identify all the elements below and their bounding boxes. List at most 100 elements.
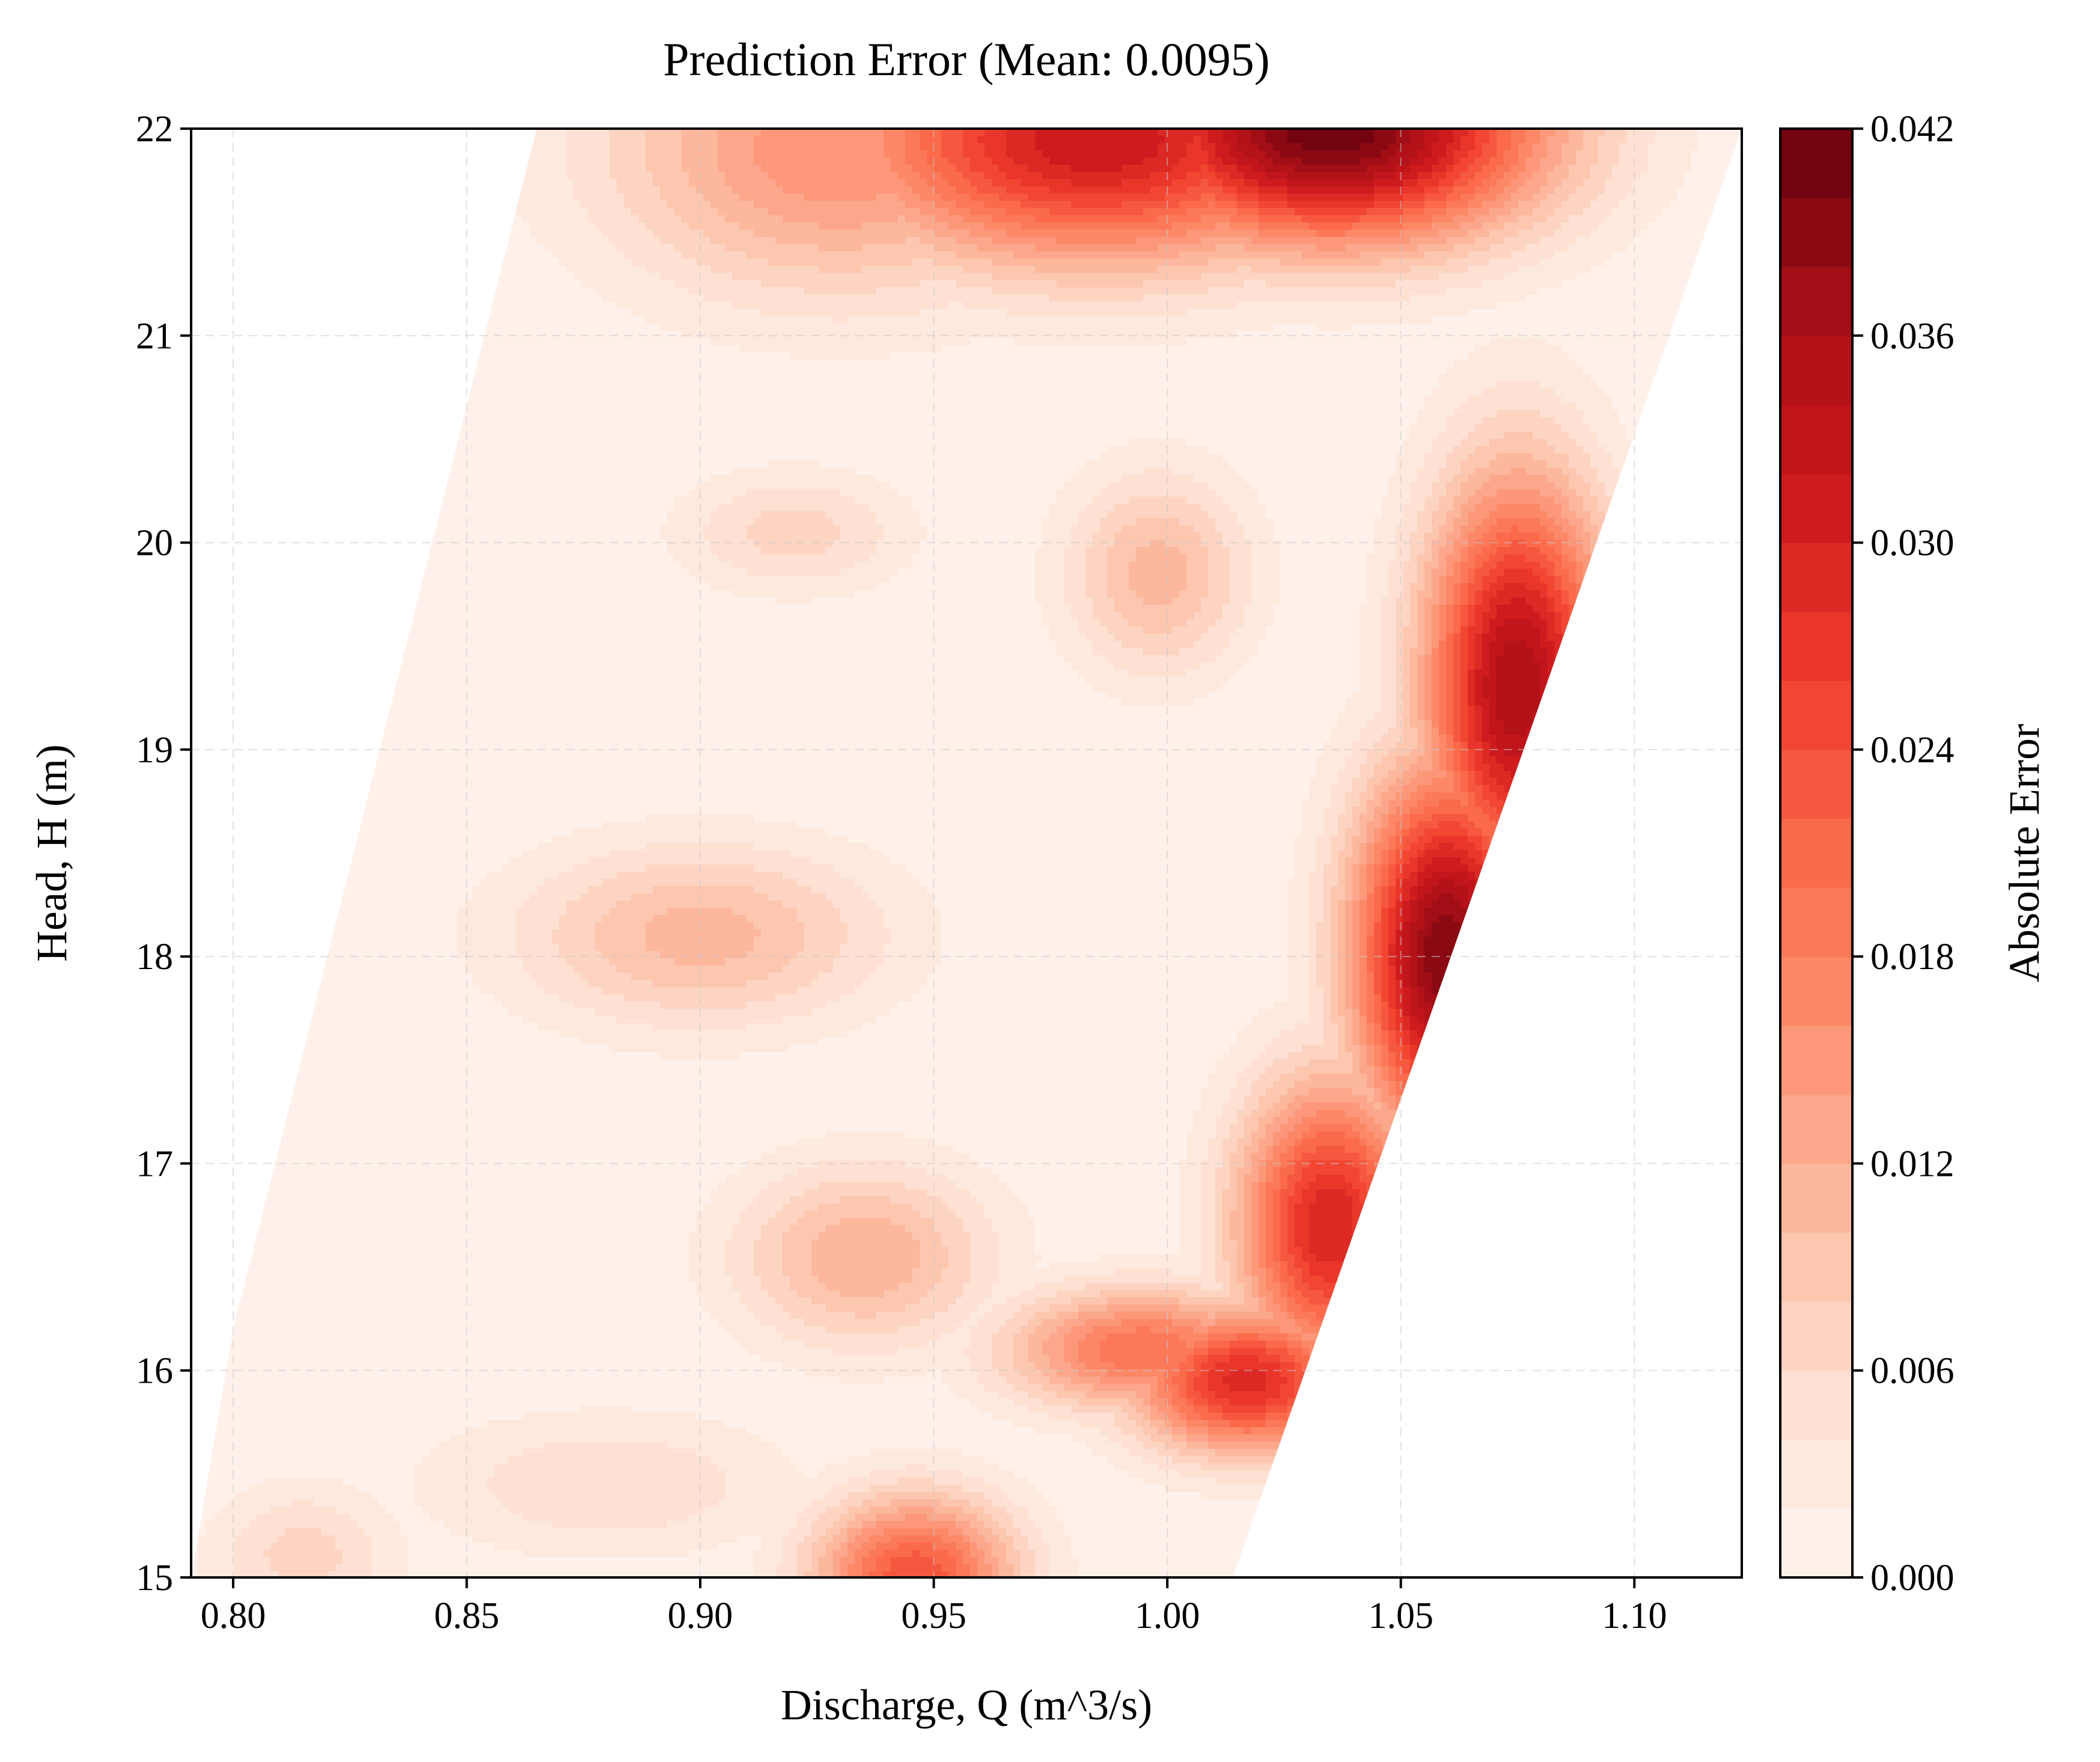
error-cell <box>357 1297 365 1305</box>
error-cell <box>314 1470 322 1478</box>
error-cell <box>335 951 343 959</box>
error-cell <box>335 1276 343 1283</box>
error-cell <box>263 1341 271 1348</box>
error-cell <box>343 1528 350 1536</box>
error-cell <box>314 1333 322 1341</box>
error-cell <box>263 1398 271 1406</box>
error-cell <box>307 1499 314 1507</box>
error-cell <box>198 1550 206 1558</box>
error-cell <box>227 1406 235 1413</box>
error-cell <box>292 1384 300 1392</box>
error-cell <box>314 1124 322 1132</box>
error-cell <box>350 901 358 908</box>
error-cell <box>343 1312 350 1320</box>
error-cell <box>364 814 372 822</box>
error-cell <box>314 1160 322 1168</box>
error-cell <box>299 1521 307 1529</box>
error-cell <box>350 1535 358 1543</box>
error-cell <box>335 922 343 930</box>
error-cell <box>343 1341 350 1348</box>
error-cell <box>227 1449 235 1457</box>
error-cell <box>335 1312 343 1320</box>
error-cell <box>314 1131 322 1139</box>
error-cell <box>263 1499 271 1507</box>
error-cell <box>364 1211 372 1219</box>
error-cell <box>307 1167 314 1175</box>
error-cell <box>270 1333 278 1341</box>
error-cell <box>270 1391 278 1399</box>
error-cell <box>307 1110 314 1118</box>
error-cell <box>292 1283 300 1291</box>
error-cell <box>299 1247 307 1255</box>
error-cell <box>278 1240 285 1247</box>
error-cell <box>335 1463 343 1471</box>
error-cell <box>343 980 350 988</box>
error-cell <box>307 1074 314 1081</box>
error-cell <box>343 1232 350 1240</box>
error-cell <box>249 1521 257 1529</box>
error-cell <box>314 1341 322 1348</box>
error-cell <box>278 1341 285 1348</box>
error-cell <box>350 1002 358 1009</box>
error-cell <box>343 1204 350 1211</box>
error-cell <box>357 922 365 930</box>
error-cell <box>343 1095 350 1103</box>
error-cell <box>256 1571 264 1577</box>
error-cell <box>328 1305 336 1312</box>
error-cell <box>364 1225 372 1233</box>
error-cell <box>357 1499 365 1507</box>
error-cell <box>292 1348 300 1356</box>
error-cell <box>328 1225 336 1233</box>
error-cell <box>364 1131 372 1139</box>
error-cell <box>242 1290 249 1298</box>
error-cell <box>292 1420 300 1428</box>
error-cell <box>364 886 372 894</box>
error-cell <box>350 1305 358 1312</box>
error-cell <box>270 1268 278 1276</box>
error-cell <box>278 1442 285 1449</box>
error-cell <box>256 1391 264 1399</box>
error-cell <box>220 1492 228 1500</box>
error-cell <box>364 1038 372 1045</box>
error-cell <box>335 1492 343 1500</box>
error-cell <box>285 1391 293 1399</box>
error-cell <box>364 1146 372 1154</box>
error-cell <box>307 1377 314 1384</box>
error-cell <box>220 1550 228 1558</box>
error-cell <box>278 1377 285 1384</box>
error-cell <box>328 1059 336 1067</box>
error-cell <box>292 1175 300 1182</box>
error-cell <box>357 1406 365 1413</box>
error-cell <box>278 1153 285 1161</box>
error-cell <box>278 1204 285 1211</box>
error-cell <box>249 1571 257 1577</box>
error-cell <box>314 1247 322 1255</box>
error-cell <box>364 901 372 908</box>
error-cell <box>328 994 336 1002</box>
error-cell <box>321 1232 329 1240</box>
error-cell <box>307 1124 314 1132</box>
error-cell <box>314 1391 322 1399</box>
error-cell <box>335 1268 343 1276</box>
error-cell <box>364 1247 372 1255</box>
error-cell <box>364 872 372 879</box>
error-cell <box>285 1571 293 1577</box>
error-cell <box>307 1362 314 1370</box>
error-cell <box>314 1095 322 1103</box>
error-cell <box>220 1449 228 1457</box>
error-cell <box>321 1110 329 1118</box>
error-cell <box>350 1211 358 1219</box>
error-cell <box>343 929 350 937</box>
error-cell <box>198 1543 206 1550</box>
error-cell <box>263 1420 271 1428</box>
error-cell <box>270 1312 278 1320</box>
error-cell <box>242 1319 249 1327</box>
error-cell <box>299 1167 307 1175</box>
error-cell <box>343 1146 350 1154</box>
error-cell <box>335 1564 343 1572</box>
error-cell <box>350 1045 358 1053</box>
error-cell <box>328 1146 336 1154</box>
error-cell <box>364 1052 372 1060</box>
error-cell <box>321 980 329 988</box>
